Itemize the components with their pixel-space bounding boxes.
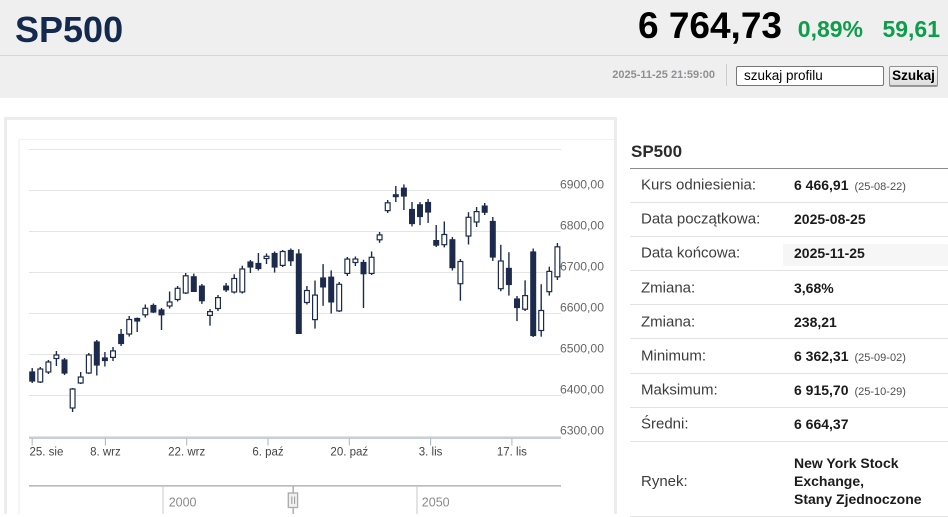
svg-text:6. paź: 6. paź <box>252 447 284 459</box>
svg-text:20. paź: 20. paź <box>330 447 368 459</box>
svg-text:6500,00: 6500,00 <box>560 341 604 355</box>
svg-text:6700,00: 6700,00 <box>560 259 604 273</box>
svg-text:8. wrz: 8. wrz <box>90 447 121 459</box>
svg-text:6400,00: 6400,00 <box>560 382 604 396</box>
svg-text:6900,00: 6900,00 <box>560 177 604 191</box>
svg-text:6800,00: 6800,00 <box>560 218 604 232</box>
svg-text:17. lis: 17. lis <box>497 447 527 459</box>
svg-text:22. wrz: 22. wrz <box>168 447 205 459</box>
svg-text:25. sie: 25. sie <box>30 447 64 459</box>
svg-text:6300,00: 6300,00 <box>560 423 604 437</box>
svg-text:3. lis: 3. lis <box>419 447 443 459</box>
svg-text:6600,00: 6600,00 <box>560 300 604 314</box>
svg-text:2000: 2000 <box>169 496 197 510</box>
svg-text:2050: 2050 <box>422 496 450 510</box>
